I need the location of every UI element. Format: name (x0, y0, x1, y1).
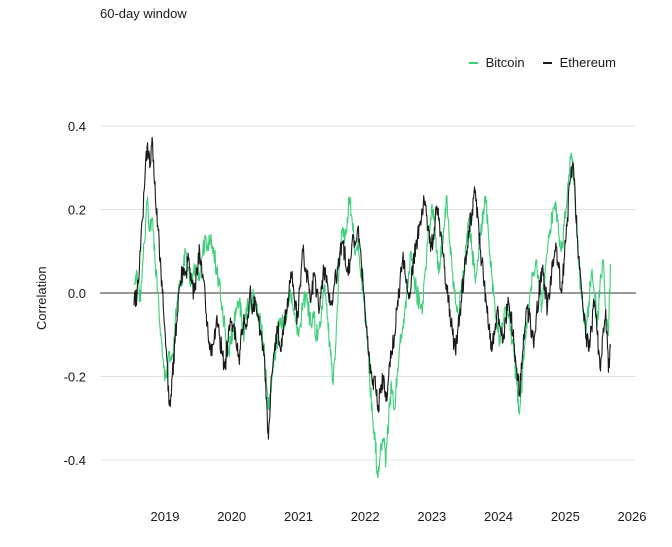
gridlines (100, 125, 636, 461)
chart-legend: Bitcoin Ethereum (468, 55, 616, 70)
legend-swatch-ethereum (542, 61, 552, 64)
x-tick-label: 2025 (551, 509, 580, 524)
x-axis-ticks: 2019 2020 2021 2022 2023 2024 2025 2026 (151, 509, 647, 524)
x-tick-label: 2021 (284, 509, 313, 524)
y-tick-label: -0.2 (64, 370, 86, 385)
y-axis-ticks: 0.4 0.2 0.0 -0.2 -0.4 (64, 119, 86, 468)
series-lines (133, 136, 611, 479)
x-tick-label: 2022 (351, 509, 380, 524)
y-tick-label: 0.4 (68, 119, 86, 134)
series-line-ethereum (133, 136, 611, 440)
y-tick-label: -0.4 (64, 453, 86, 468)
x-tick-label: 2023 (417, 509, 446, 524)
legend-label-bitcoin: Bitcoin (485, 55, 525, 70)
legend-item-bitcoin: Bitcoin (468, 55, 525, 70)
x-tick-label: 2026 (618, 509, 647, 524)
y-tick-label: 0.2 (68, 203, 86, 218)
legend-swatch-bitcoin (468, 61, 478, 64)
y-tick-label: 0.0 (68, 286, 86, 301)
legend-label-ethereum: Ethereum (559, 55, 616, 70)
chart-subtitle: 60-day window (100, 6, 187, 21)
legend-item-ethereum: Ethereum (542, 55, 616, 70)
x-tick-label: 2024 (484, 509, 513, 524)
x-tick-label: 2019 (151, 509, 180, 524)
series-line-bitcoin (133, 152, 611, 479)
x-tick-label: 2020 (217, 509, 246, 524)
